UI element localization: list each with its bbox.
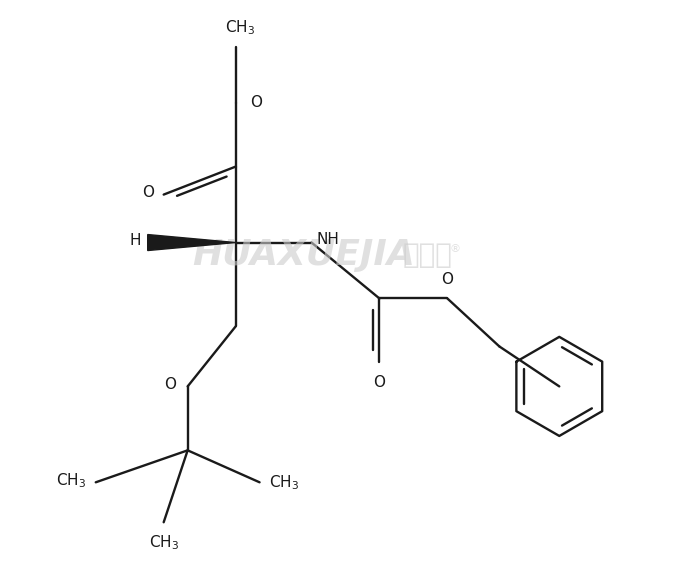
Text: ®: ®: [450, 244, 461, 254]
Text: CH$_3$: CH$_3$: [225, 18, 255, 37]
Text: O: O: [142, 186, 154, 201]
Text: 化学加: 化学加: [403, 241, 452, 269]
Text: NH: NH: [316, 232, 339, 247]
Text: O: O: [442, 272, 453, 287]
Text: CH$_3$: CH$_3$: [56, 472, 86, 490]
Text: O: O: [374, 375, 385, 390]
Text: CH$_3$: CH$_3$: [148, 533, 179, 552]
Text: O: O: [250, 95, 262, 110]
Text: H: H: [130, 233, 142, 249]
Polygon shape: [148, 234, 236, 250]
Text: O: O: [164, 377, 177, 393]
Text: CH$_3$: CH$_3$: [269, 473, 300, 492]
Text: HUAXUEJIA: HUAXUEJIA: [192, 238, 415, 272]
